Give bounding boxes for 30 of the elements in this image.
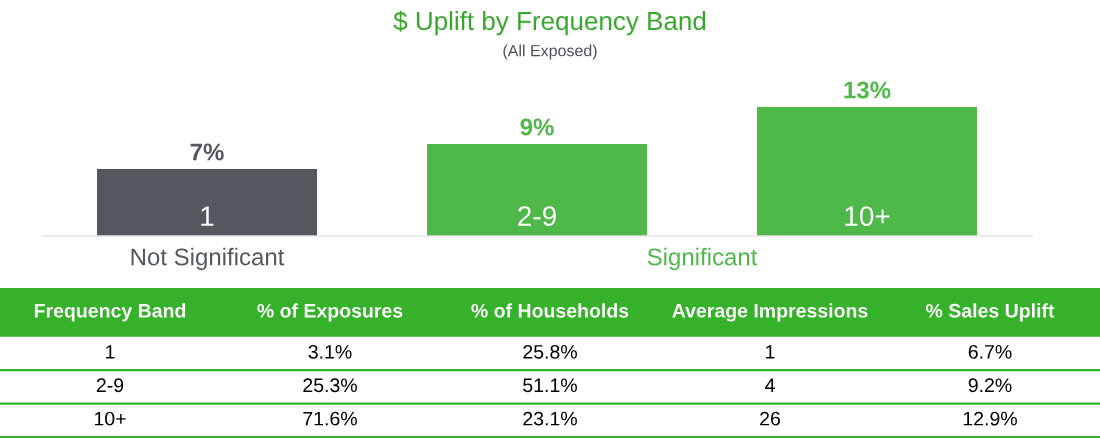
chart-subtitle: (All Exposed) (503, 44, 597, 60)
data-label: 13% (844, 81, 891, 99)
text: 4 (765, 378, 775, 392)
text: 25.3% (303, 378, 357, 393)
x-tick-label: 1 (201, 206, 214, 226)
data-label: 7% (190, 143, 224, 161)
category-label: Frequency Band (34, 303, 186, 322)
text: 3.1% (308, 344, 352, 359)
text: 23.1% (523, 411, 577, 426)
text: 2-9 (96, 378, 124, 393)
text: 12.9% (963, 411, 1017, 426)
text: 1 (766, 345, 775, 359)
category-label: Average Impressions (672, 303, 868, 322)
category-label: % of Exposures (257, 303, 403, 322)
x-tick-label: 2-9 (518, 206, 556, 227)
text: Significant (647, 247, 758, 271)
text: 1 (106, 345, 115, 359)
text: 71.6% (303, 411, 357, 426)
text: 9.2% (968, 378, 1012, 393)
text: 26 (760, 411, 780, 426)
text: Not Significant (131, 247, 285, 271)
category-label: % Sales Uplift (926, 303, 1055, 322)
text: 51.1% (523, 378, 577, 393)
chart-title: $ Uplift by Frequency Band (393, 10, 706, 36)
text: 25.8% (523, 344, 577, 359)
text: 10+ (94, 411, 126, 426)
data-label: 9% (520, 118, 554, 136)
category-label: % of Households (471, 303, 629, 318)
x-tick-label: 10+ (845, 206, 890, 227)
text: 6.7% (968, 344, 1012, 359)
